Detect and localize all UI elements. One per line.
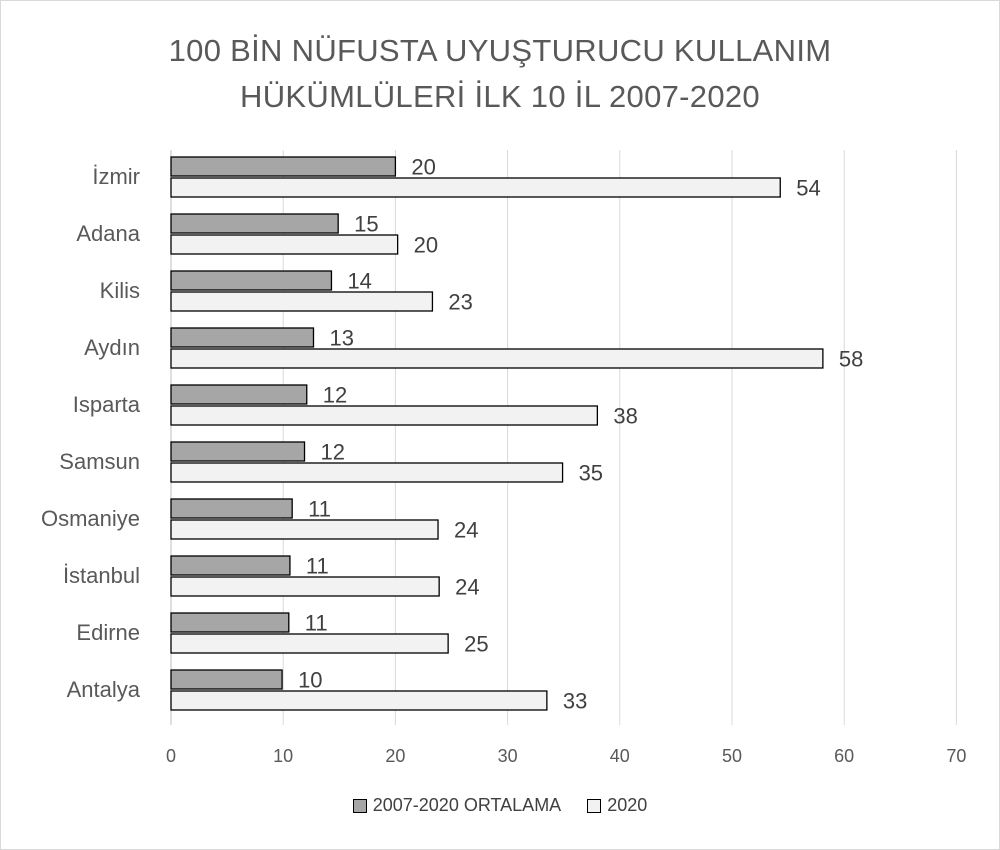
legend-item-avg: 2007-2020 ORTALAMA (352, 795, 562, 816)
legend-swatch-2020 (587, 798, 602, 813)
x-tick-label: 70 (946, 746, 966, 766)
data-label: 11 (308, 497, 331, 522)
data-label: 10 (298, 668, 322, 693)
bar-avg (170, 669, 283, 690)
data-label: 54 (796, 176, 820, 201)
data-label: 13 (329, 326, 353, 351)
data-label: 33 (563, 689, 587, 714)
category-label: Edirne (76, 620, 140, 645)
bar-2020 (170, 519, 439, 540)
bar-2020 (170, 177, 781, 198)
category-label: İzmir (92, 164, 140, 189)
bar-avg (170, 156, 397, 177)
data-label: 20 (411, 155, 435, 180)
category-label: Isparta (73, 392, 141, 417)
bar-2020 (170, 234, 399, 255)
data-label: 12 (321, 440, 345, 465)
category-label: Adana (76, 221, 140, 246)
bar-2020 (170, 291, 434, 312)
chart-title: 100 BİN NÜFUSTA UYUŞTURUCU KULLANIM HÜKÜ… (0, 28, 1000, 120)
chart-title-line-2: HÜKÜMLÜLERİ İLK 10 İL 2007-2020 (240, 79, 760, 114)
data-label: 12 (323, 383, 347, 408)
legend-swatch-avg (352, 798, 367, 813)
x-tick-label: 30 (498, 746, 518, 766)
bar-avg (170, 327, 315, 348)
bars (170, 156, 824, 711)
data-label: 24 (454, 518, 478, 543)
data-label: 38 (613, 404, 637, 429)
legend: 2007-2020 ORTALAMA 2020 (0, 795, 1000, 816)
data-label: 20 (414, 233, 438, 258)
bar-avg (170, 555, 291, 576)
category-label: Antalya (67, 677, 141, 702)
bar-avg (170, 270, 333, 291)
chart-title-line-1: 100 BİN NÜFUSTA UYUŞTURUCU KULLANIM (168, 33, 832, 68)
x-tick-label: 0 (166, 746, 176, 766)
bar-2020 (170, 348, 824, 369)
data-label: 35 (579, 461, 603, 486)
bar-2020 (170, 462, 564, 483)
data-label: 15 (354, 212, 378, 237)
legend-label-avg: 2007-2020 ORTALAMA (372, 795, 562, 815)
bar-avg (170, 384, 308, 405)
category-label: Samsun (59, 449, 140, 474)
legend-label-2020: 2020 (607, 795, 648, 815)
data-label: 24 (455, 575, 479, 600)
category-label: İstanbul (63, 563, 140, 588)
bar-2020 (170, 690, 548, 711)
data-label: 25 (464, 632, 488, 657)
bar-avg (170, 441, 306, 462)
data-label: 14 (347, 269, 371, 294)
x-tick-label: 40 (610, 746, 630, 766)
bar-2020 (170, 633, 449, 654)
data-label: 11 (305, 611, 328, 636)
bar-2020 (170, 576, 440, 597)
legend-item-2020: 2020 (587, 795, 647, 816)
x-tick-label: 20 (385, 746, 405, 766)
data-label: 23 (448, 290, 472, 315)
data-label: 58 (839, 347, 863, 372)
x-tick-label: 50 (722, 746, 742, 766)
bar-avg (170, 213, 339, 234)
bar-2020 (170, 405, 599, 426)
category-label: Aydın (84, 335, 140, 360)
labels: 0 10 20 30 40 50 60 70 20 54 İzmir 15 20 Adana 14 23 Kil… (41, 155, 966, 767)
data-label: 11 (306, 554, 329, 579)
category-label: Kilis (100, 278, 140, 303)
bar-avg (170, 612, 290, 633)
category-label: Osmaniye (41, 506, 140, 531)
bar-avg (170, 498, 293, 519)
x-tick-label: 60 (834, 746, 854, 766)
x-tick-label: 10 (273, 746, 293, 766)
